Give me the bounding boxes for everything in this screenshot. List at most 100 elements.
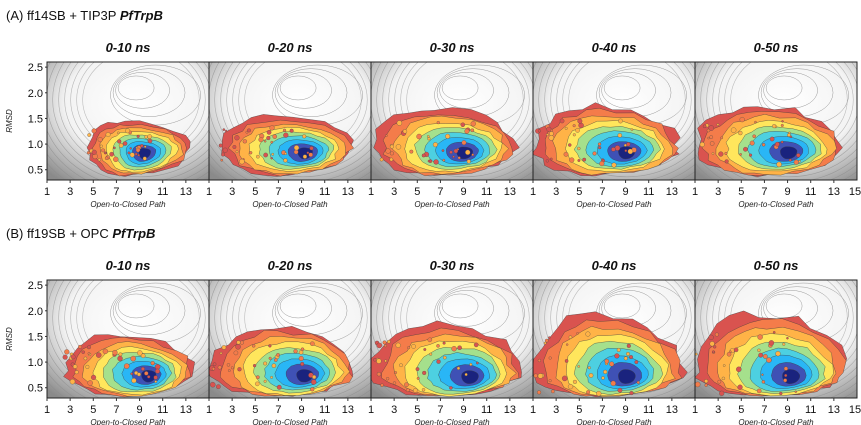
contour-line: [765, 75, 803, 101]
density-speckle: [598, 146, 602, 150]
density-speckle: [788, 158, 792, 162]
contour-line: [112, 68, 186, 117]
density-speckle: [235, 344, 241, 350]
density-speckle: [752, 134, 756, 138]
panel-title: 0-30 ns: [430, 40, 475, 55]
density-speckle: [704, 379, 709, 384]
y-tick-label: 1.5: [28, 331, 43, 343]
density-speckle: [548, 135, 554, 141]
density-speckle: [572, 133, 576, 137]
density-speckle: [626, 142, 631, 147]
x-axis-label: Open-to-Closed Path: [252, 418, 328, 425]
density-speckle: [769, 136, 775, 142]
density-speckle: [627, 148, 634, 155]
density-speckle: [102, 348, 109, 355]
contour-line: [277, 290, 332, 327]
x-tick-label: 11: [481, 404, 492, 416]
density-speckle: [465, 149, 471, 155]
x-tick-label: 1: [368, 404, 374, 416]
contour-line: [115, 72, 170, 109]
density-speckle: [716, 123, 720, 126]
x-tick-label: 3: [67, 186, 73, 198]
density-speckle: [786, 337, 789, 340]
density-level: [618, 369, 636, 384]
density-speckle: [376, 342, 383, 349]
density-speckle: [300, 361, 305, 366]
density-speckle: [137, 372, 141, 377]
density-speckle: [395, 342, 401, 348]
row-b: (B) ff19SB + OPC PfTrpB RMSD 0.5 1.0 1.5 2.0 2…: [5, 226, 861, 425]
density-speckle: [239, 340, 244, 345]
density-speckle: [266, 136, 271, 141]
density-speckle: [376, 358, 382, 364]
density-speckle: [564, 359, 569, 363]
density-speckle: [577, 159, 581, 162]
density-speckle: [415, 367, 420, 371]
density-speckle: [130, 355, 136, 362]
density-speckle: [255, 375, 260, 380]
density-speckle: [704, 383, 708, 387]
density-speckle: [247, 128, 251, 133]
x-tick-label: 9: [623, 404, 629, 416]
density-speckle: [122, 141, 128, 146]
density-speckle: [310, 341, 315, 346]
density-speckle: [130, 372, 134, 376]
panel-title: 0-40 ns: [592, 258, 637, 273]
density-speckle: [97, 137, 103, 143]
contour-line: [376, 62, 533, 178]
x-axis-label: Open-to-Closed Path: [414, 418, 490, 425]
x-tick-label: 1: [530, 404, 536, 416]
x-tick-label: 13: [666, 404, 678, 416]
x-tick-label: 15: [849, 186, 861, 198]
y-tick-label: 1.5: [28, 113, 43, 125]
density-speckle: [103, 151, 107, 155]
density-speckle: [140, 144, 144, 148]
density-speckle: [743, 146, 748, 152]
density-speckle: [464, 128, 470, 134]
x-tick-label: 3: [553, 404, 559, 416]
x-tick-label: 5: [738, 404, 744, 416]
density-speckle: [451, 346, 457, 352]
density-speckle: [599, 161, 605, 167]
density-speckle: [155, 368, 160, 374]
density-speckle: [614, 353, 620, 359]
density-speckle: [436, 121, 440, 125]
density-speckle: [234, 135, 240, 141]
density-speckle: [726, 351, 732, 357]
y-tick-label: 2.0: [28, 306, 43, 318]
x-tick-label: 9: [137, 404, 143, 416]
x-tick-label: 5: [414, 186, 420, 198]
density-speckle: [105, 132, 111, 137]
x-tick-label: 13: [180, 404, 192, 416]
density-speckle: [421, 153, 426, 158]
density-speckle: [577, 146, 581, 151]
x-tick-label: 7: [761, 404, 767, 416]
density-speckle: [402, 129, 408, 134]
density-speckle: [396, 120, 403, 126]
density-speckle: [537, 358, 541, 363]
density-speckle: [761, 373, 764, 376]
density-speckle: [563, 151, 569, 157]
density-speckle: [136, 134, 140, 138]
contour-line: [112, 286, 186, 335]
density-speckle: [407, 346, 411, 350]
row-title-protein: PfTrpB: [112, 226, 155, 241]
x-axis-label: Open-to-Closed Path: [576, 200, 652, 209]
contour-line: [700, 62, 857, 178]
density-speckle: [748, 153, 753, 157]
x-tick-label: 1: [206, 404, 212, 416]
density-speckle: [91, 374, 97, 380]
x-tick-label: 9: [785, 404, 791, 416]
density-speckle: [460, 122, 466, 127]
density-speckle: [140, 353, 146, 359]
density-speckle: [310, 387, 315, 392]
density-speckle: [252, 364, 257, 368]
density-speckle: [783, 366, 789, 371]
density-speckle: [695, 381, 701, 388]
density-speckle: [634, 360, 639, 364]
y-tick-label: 2.5: [28, 62, 43, 74]
density-speckle: [256, 154, 260, 159]
x-tick-label: 11: [319, 186, 330, 198]
